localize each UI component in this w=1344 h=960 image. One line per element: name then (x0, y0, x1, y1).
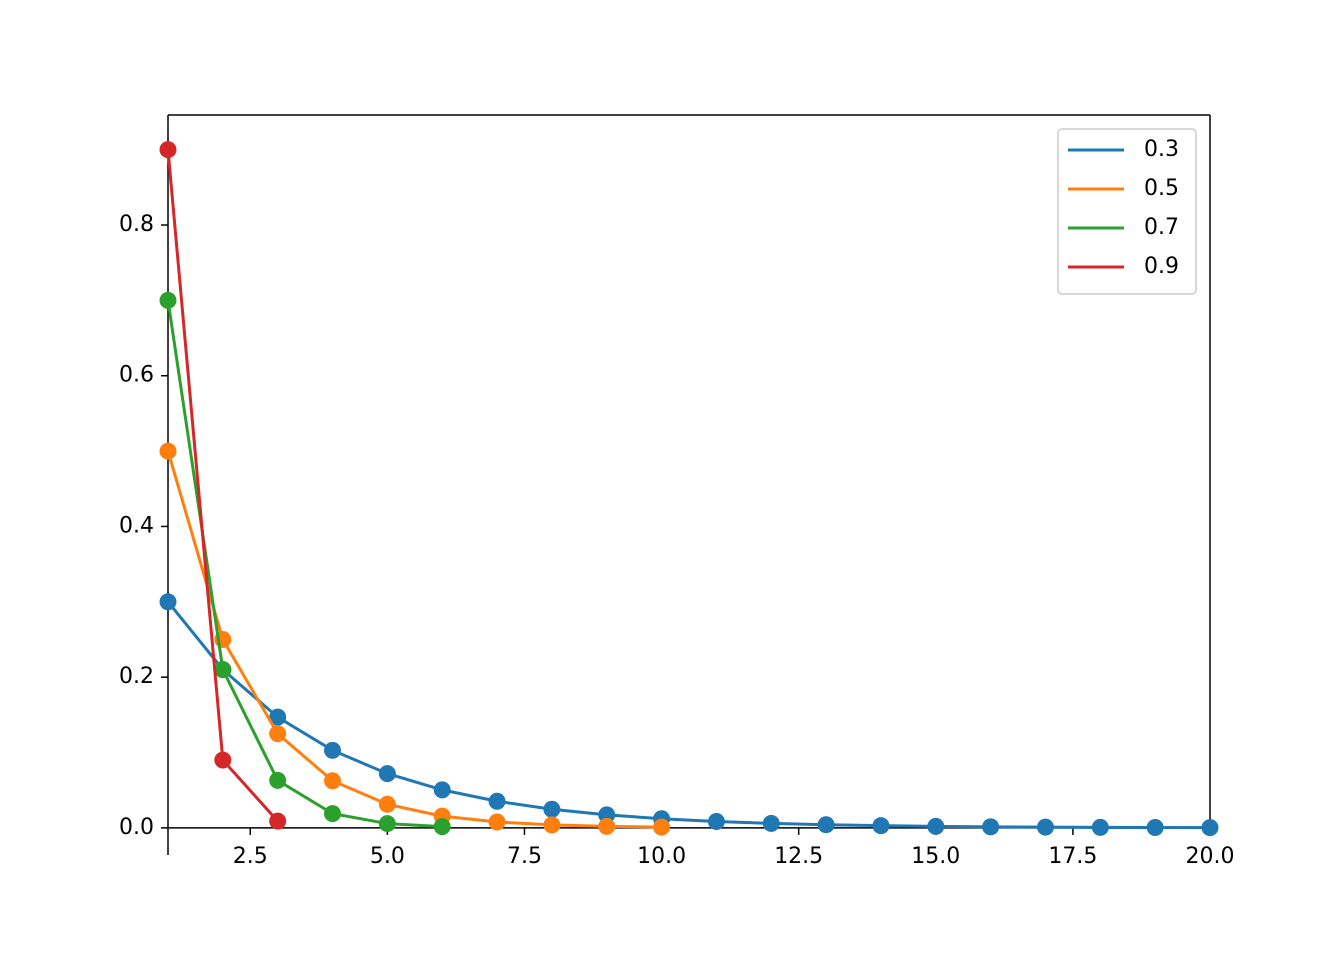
point (598, 817, 616, 835)
point (324, 741, 342, 759)
series-line (166, 149, 279, 823)
point (1146, 818, 1164, 836)
point (762, 814, 780, 832)
point (159, 141, 177, 159)
point (488, 792, 506, 810)
x-tick-label: 2.5 (233, 844, 268, 869)
point (269, 725, 287, 743)
point (1201, 819, 1219, 837)
x-tick-label: 10.0 (637, 844, 686, 869)
point (214, 751, 232, 769)
point (378, 795, 396, 813)
series-line (166, 450, 662, 829)
point (817, 816, 835, 834)
x-tick-label: 7.5 (507, 844, 542, 869)
series-line (166, 600, 1211, 830)
y-tick-label: 0.4 (119, 513, 154, 538)
point (872, 817, 890, 835)
y-tick-label: 0.6 (119, 363, 154, 388)
legend-label: 0.7 (1144, 215, 1179, 240)
point (324, 805, 342, 823)
point (269, 812, 287, 830)
point (269, 771, 287, 789)
point (488, 813, 506, 831)
x-tick-label: 20.0 (1186, 844, 1235, 869)
point (1091, 818, 1109, 836)
point (159, 593, 177, 611)
y-tick-label: 0.0 (119, 815, 154, 840)
point (433, 781, 451, 799)
y-tick-label: 0.2 (119, 664, 154, 689)
series-line (166, 300, 443, 829)
point (159, 442, 177, 460)
point (982, 818, 1000, 836)
legend-label: 0.3 (1144, 137, 1179, 162)
legend-label: 0.5 (1144, 176, 1179, 201)
point (269, 708, 287, 726)
point (378, 765, 396, 783)
point (324, 772, 342, 790)
y-tick-label: 0.8 (119, 212, 154, 237)
point (214, 661, 232, 679)
point (159, 291, 177, 309)
point (707, 812, 725, 830)
point (543, 800, 561, 818)
point (378, 815, 396, 833)
legend-label: 0.9 (1144, 254, 1179, 279)
x-tick-label: 12.5 (774, 844, 823, 869)
legend-box (1057, 128, 1197, 295)
point (1036, 818, 1054, 836)
x-tick-label: 17.5 (1048, 844, 1097, 869)
point (433, 818, 451, 836)
point (927, 817, 945, 835)
point (543, 816, 561, 834)
x-tick-label: 15.0 (911, 844, 960, 869)
point (653, 818, 671, 836)
x-tick-label: 5.0 (370, 844, 405, 869)
